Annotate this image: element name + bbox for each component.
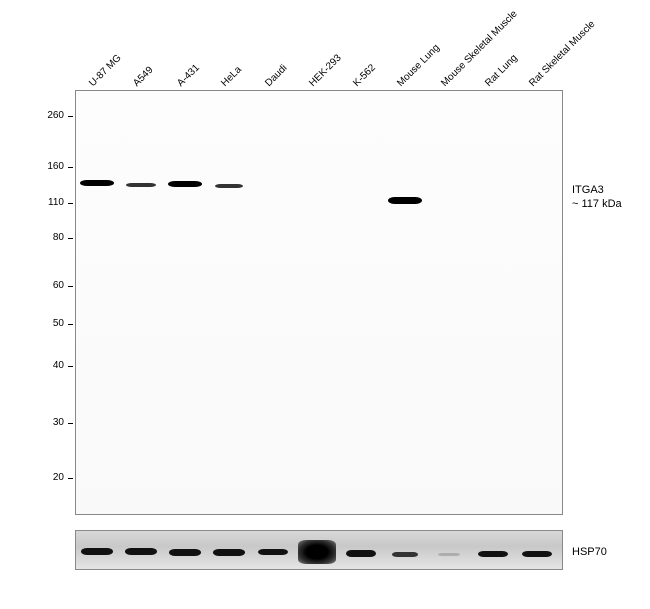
mw-marker-tick bbox=[68, 167, 73, 168]
main-blot-panel bbox=[75, 90, 563, 515]
mw-marker-tick bbox=[68, 324, 73, 325]
mw-marker-tick bbox=[68, 423, 73, 424]
sample-label: Daudi bbox=[263, 63, 289, 89]
loading-control-band bbox=[81, 548, 113, 555]
sample-label: K-562 bbox=[351, 62, 378, 89]
mw-marker-label: 60 bbox=[34, 280, 64, 291]
loading-control-band bbox=[478, 551, 508, 557]
protein-band bbox=[80, 180, 114, 186]
loading-control-band bbox=[169, 549, 201, 556]
mw-marker-tick bbox=[68, 286, 73, 287]
sample-label: Mouse Skeletal Muscle bbox=[439, 9, 519, 89]
target-name: ITGA3 bbox=[572, 184, 604, 196]
mw-marker-tick bbox=[68, 366, 73, 367]
loading-control-band bbox=[258, 549, 288, 555]
loading-control-band bbox=[346, 550, 376, 557]
loading-control-band bbox=[438, 553, 460, 556]
mw-marker-label: 110 bbox=[34, 197, 64, 208]
loading-control-band bbox=[213, 549, 245, 556]
mw-marker-label: 50 bbox=[34, 318, 64, 329]
protein-band bbox=[168, 181, 202, 187]
sample-label: Rat Lung bbox=[483, 53, 519, 89]
loading-control-band bbox=[125, 548, 157, 555]
mw-marker-label: 260 bbox=[34, 110, 64, 121]
loading-control-label: HSP70 bbox=[572, 545, 607, 559]
loading-control-band bbox=[522, 551, 552, 557]
mw-marker-label: 160 bbox=[34, 161, 64, 172]
sample-label: Mouse Lung bbox=[395, 42, 442, 89]
protein-band bbox=[388, 197, 422, 204]
mw-marker-tick bbox=[68, 478, 73, 479]
mw-marker-label: 30 bbox=[34, 417, 64, 428]
sample-label: Rat Skeletal Muscle bbox=[527, 19, 597, 89]
mw-marker-tick bbox=[68, 238, 73, 239]
sample-label: U-87 MG bbox=[87, 53, 123, 89]
mw-marker-label: 40 bbox=[34, 360, 64, 371]
sample-label: HEK-293 bbox=[307, 53, 343, 89]
loading-control-band bbox=[298, 540, 336, 564]
loading-control-band bbox=[392, 552, 418, 557]
target-size: ~ 117 kDa bbox=[572, 198, 622, 210]
target-protein-label: ITGA3 ~ 117 kDa bbox=[572, 183, 622, 212]
protein-band bbox=[215, 184, 243, 188]
mw-marker-tick bbox=[68, 116, 73, 117]
sample-label: HeLa bbox=[219, 64, 244, 89]
mw-marker-tick bbox=[68, 203, 73, 204]
western-blot-figure: U-87 MG A549 A-431 HeLa Daudi HEK-293 K-562 Mou… bbox=[0, 0, 650, 609]
sample-label: A549 bbox=[131, 65, 155, 89]
sample-label: A-431 bbox=[175, 62, 202, 89]
protein-band bbox=[126, 183, 156, 187]
mw-marker-label: 80 bbox=[34, 232, 64, 243]
mw-marker-label: 20 bbox=[34, 472, 64, 483]
